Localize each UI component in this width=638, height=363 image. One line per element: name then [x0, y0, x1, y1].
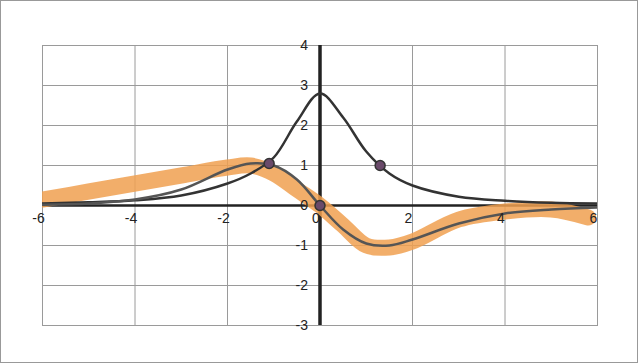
svg-text:2: 2: [405, 210, 413, 226]
svg-text:4: 4: [300, 37, 308, 53]
svg-text:0: 0: [300, 197, 308, 213]
svg-text:-2: -2: [217, 210, 230, 226]
svg-text:1: 1: [300, 157, 308, 173]
svg-text:0: 0: [312, 210, 320, 226]
svg-text:-6: -6: [32, 210, 45, 226]
svg-text:-1: -1: [296, 237, 309, 253]
svg-text:6: 6: [590, 210, 598, 226]
svg-text:4: 4: [497, 210, 505, 226]
svg-text:2: 2: [300, 117, 308, 133]
svg-text:-4: -4: [125, 210, 138, 226]
svg-text:3: 3: [300, 77, 308, 93]
svg-text:-2: -2: [296, 277, 309, 293]
svg-text:-3: -3: [296, 317, 309, 333]
